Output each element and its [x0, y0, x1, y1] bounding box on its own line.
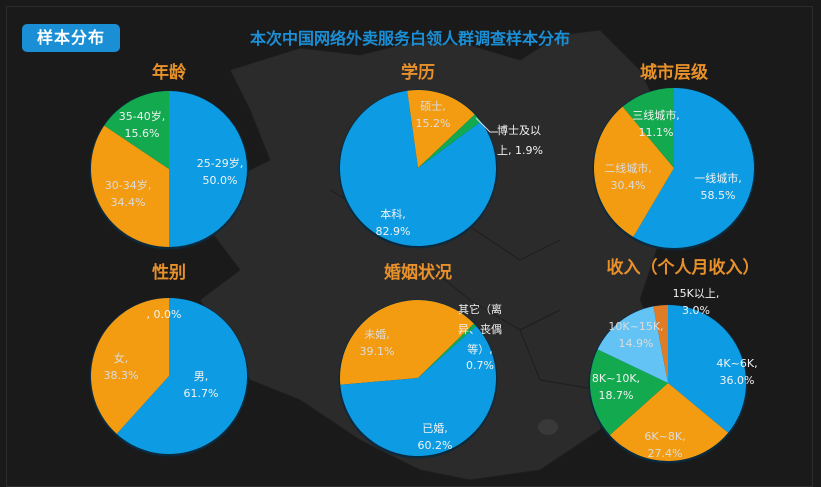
pie-slice [597, 306, 668, 383]
pie-slice [668, 305, 747, 433]
pie-slice [407, 90, 475, 168]
pie-slice [169, 91, 247, 247]
pie-label-income-10k-15k: 10K~15K, 14.9% [608, 320, 664, 350]
chart-title-gender: 性别 [152, 263, 186, 283]
pie-label-city-tier3: 三线城市, 11.1% [632, 109, 680, 139]
pie-label-marital-other: 其它（离 异、丧偶 等）, 0.7% [458, 303, 502, 372]
pie-label-edu-phd: 博士及以 上, 1.9% [497, 124, 543, 157]
pie-label-edu-master: 硕士, 15.2% [415, 100, 451, 130]
pie-slice [116, 298, 247, 454]
chart-title-marital: 婚姻状况 [384, 263, 452, 283]
chart-title-age: 年龄 [152, 63, 186, 83]
pie-label-city-tier2: 二线城市, 30.4% [604, 162, 652, 192]
pie-label-gender-female: 女, 38.3% [103, 352, 139, 382]
pie-slice [653, 305, 668, 383]
pie-slice [622, 88, 674, 168]
pie-slice [609, 383, 729, 461]
pie-slice [91, 125, 169, 247]
pie-slice [90, 298, 169, 434]
pie-slice [590, 349, 668, 435]
pie-label-gender-male: 男, 61.7% [183, 370, 219, 400]
pie-label-marital-single: 未婚, 39.1% [359, 328, 395, 358]
pie-slice [633, 88, 754, 248]
chart-title-income: 收入（个人月收入） [606, 258, 760, 278]
pie-label-income-15k-plus: 15K以上, 3.0% [672, 287, 720, 317]
pie-slice [594, 106, 674, 237]
pie-label-income-4k-6k: 4K~6K, 36.0% [716, 357, 758, 387]
pie-slice [104, 91, 169, 169]
pie-label-age-35-40: 35-40岁, 15.6% [118, 110, 166, 140]
pie-label-edu-bachelor: 本科, 82.9% [375, 208, 411, 238]
section-badge: 样本分布 [22, 24, 120, 52]
pie-label-age-30-34: 30-34岁, 34.4% [104, 179, 152, 209]
chart-title-education: 学历 [401, 63, 435, 83]
pie-label-income-8k-10k: 8K~10K, 18.7% [591, 372, 641, 402]
pie-label-city-tier1: 一线城市, 58.5% [694, 172, 742, 202]
pie-label-marital-married: 已婚, 60.2% [417, 422, 453, 452]
chart-title-city-tier: 城市层级 [640, 63, 708, 83]
pie-label-age-25-29: 25-29岁, 50.0% [196, 157, 244, 187]
pie-label-income-6k-8k: 6K~8K, 27.4% [644, 430, 686, 460]
pie-slice [339, 300, 474, 385]
pie-slice [340, 326, 497, 456]
pie-slice [340, 90, 497, 247]
pie-label-gender-other: , 0.0% [146, 308, 182, 321]
pie-slice [418, 323, 477, 378]
leader-line [475, 117, 498, 133]
pie-slice [418, 114, 481, 168]
page-title: 本次中国网络外卖服务白领人群调查样本分布 [249, 29, 570, 48]
